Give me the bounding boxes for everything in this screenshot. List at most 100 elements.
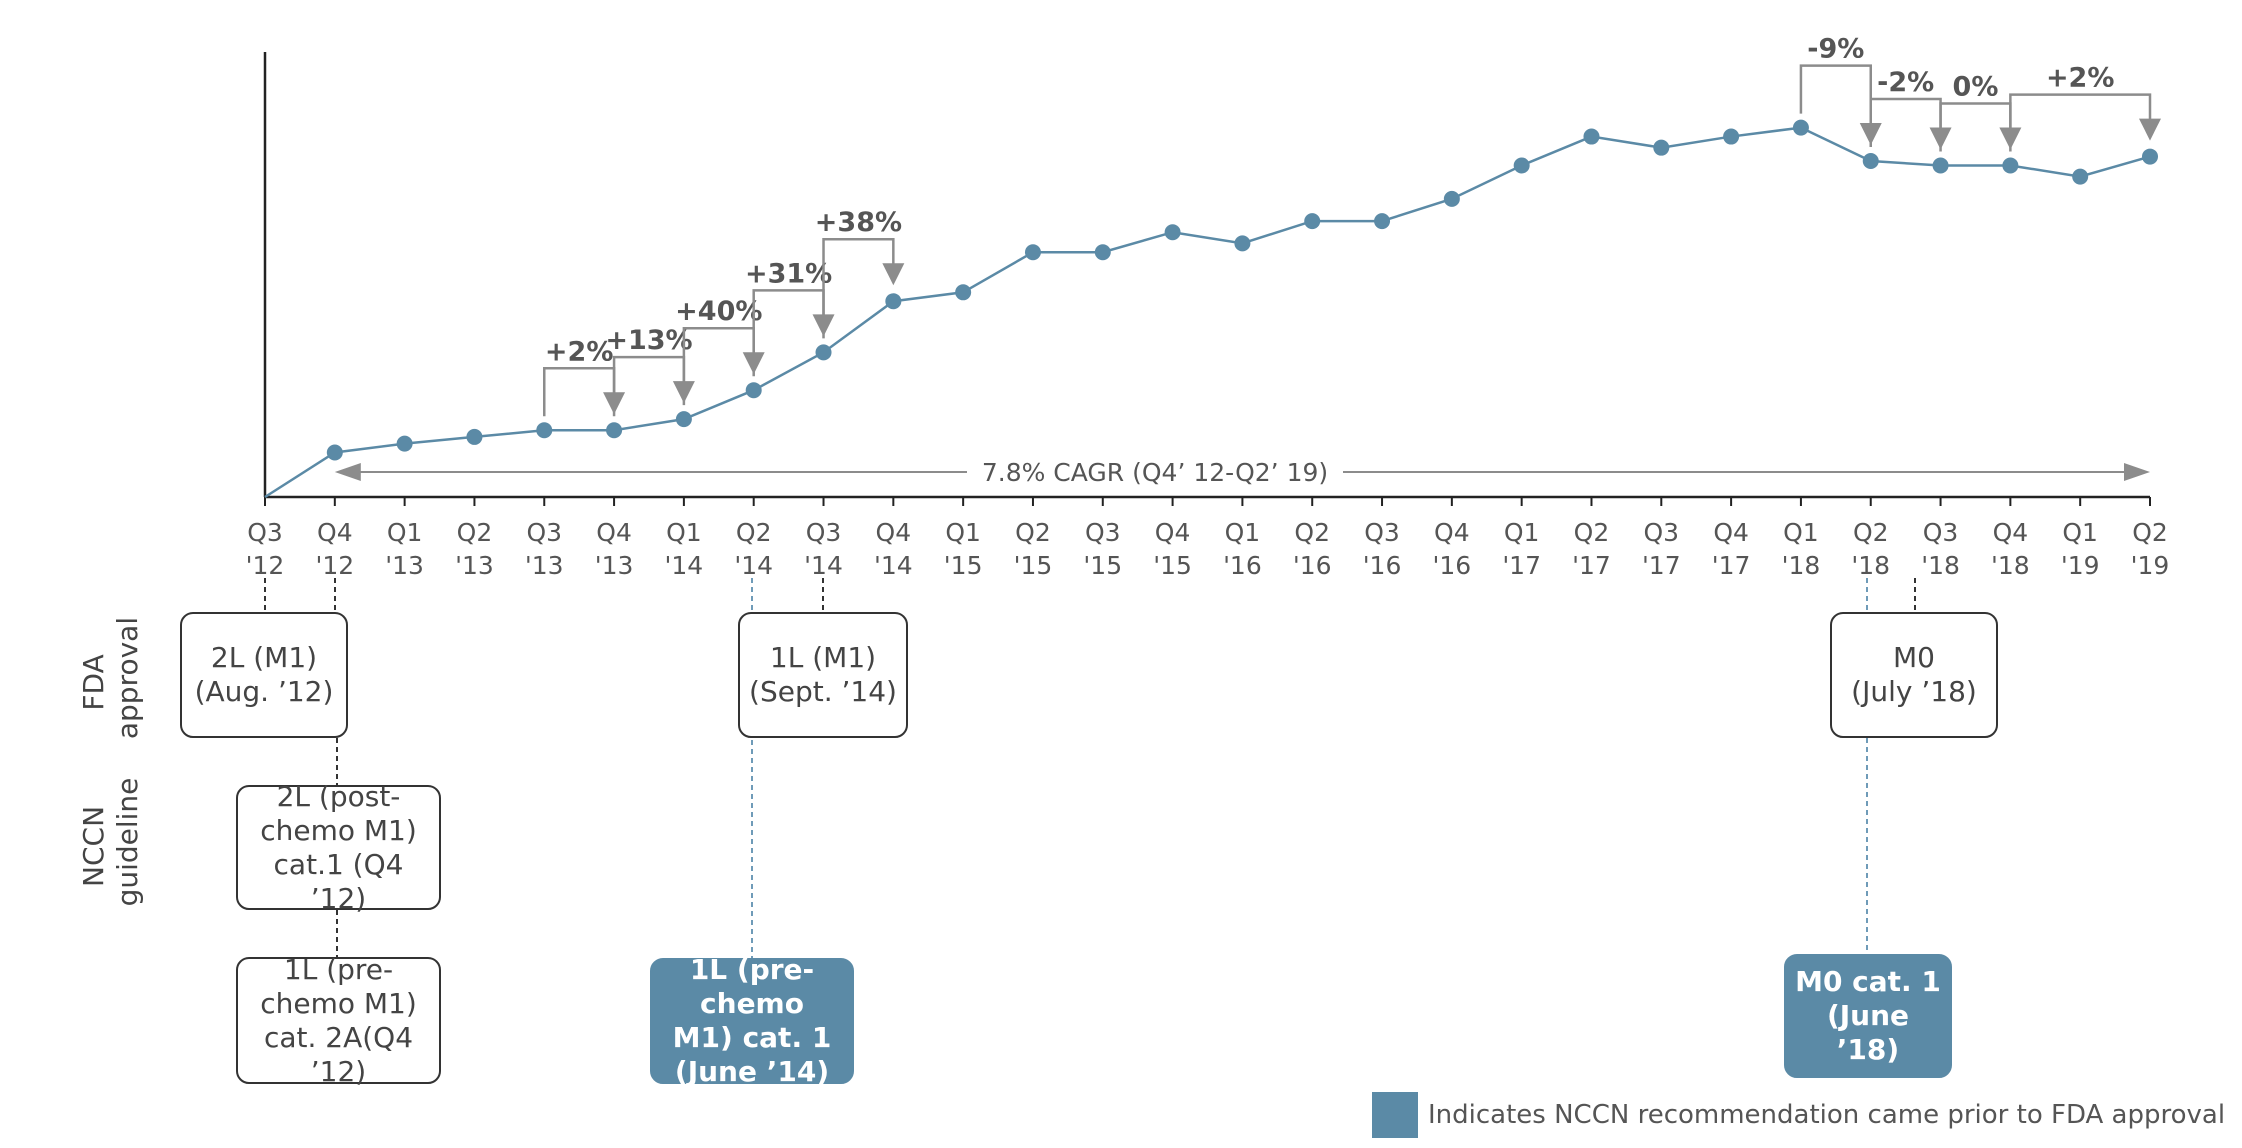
x-tick-label-quarter: Q4 <box>317 518 353 547</box>
box-text: 1L (pre-chemo M1) cat. 2A(Q4 ’12) <box>244 953 433 1089</box>
box-text: 2L (post-chemo M1) cat.1 (Q4 ’12) <box>244 780 433 916</box>
x-tick-label-quarter: Q1 <box>387 518 423 547</box>
change-bracket-path <box>1799 64 1872 128</box>
box-line: chemo M1) <box>260 986 417 1020</box>
change-label: -2% <box>1877 67 1934 98</box>
connectors <box>264 578 1916 958</box>
cagr-label: 7.8% CAGR (Q4’ 12-Q2’ 19) <box>982 458 1328 487</box>
data-point <box>1583 128 1600 145</box>
change-label: -9% <box>1807 34 1864 65</box>
nccn-box-m0: M0 cat. 1 (June ’18) <box>1784 954 1952 1078</box>
legend-text: Indicates NCCN recommendation came prior… <box>1428 1100 2226 1130</box>
data-point <box>1513 157 1530 174</box>
change-label: +13% <box>605 325 692 356</box>
data-point <box>815 344 832 361</box>
data-point <box>1234 235 1251 252</box>
x-tick-label-year: '12 <box>246 551 285 580</box>
data-point <box>1443 190 1460 207</box>
data-point <box>745 382 762 399</box>
box-line: M1) cat. 1 <box>672 1021 832 1054</box>
data-point <box>955 284 972 301</box>
data-point <box>1653 139 1670 156</box>
x-tick-label-quarter: Q3 <box>806 518 842 547</box>
nccn-row-label: NCCN guideline <box>77 778 144 907</box>
change-bracket: +13% <box>605 325 695 417</box>
x-tick-label-quarter: Q1 <box>1225 518 1261 547</box>
box-line: 1L (pre- <box>283 952 394 986</box>
x-tick-label-year: '15 <box>1014 551 1053 580</box>
data-point <box>466 428 483 445</box>
x-tick-label-year: '15 <box>1153 551 1192 580</box>
box-line: (June ’18) <box>1826 999 1910 1066</box>
x-ticks: Q3 '12 Q4 '12 Q1 '13 Q2 '13 Q3 '13 Q4 '13 Q1 '14 Q2 '14… <box>246 497 2169 580</box>
data-point <box>1723 128 1740 145</box>
data-point <box>2072 168 2089 185</box>
cagr-arrow-left <box>334 463 361 481</box>
change-bracket-path <box>612 355 686 417</box>
x-tick-label-quarter: Q1 <box>1783 518 1819 547</box>
axes <box>263 52 2150 499</box>
change-label: +2% <box>545 336 613 367</box>
box-text: M0 (July ’18) <box>1851 641 1977 709</box>
box-line: cat.1 (Q4 ’12) <box>273 847 404 915</box>
x-tick-label-quarter: Q1 <box>945 518 981 547</box>
x-tick-label-quarter: Q3 <box>1364 518 1400 547</box>
x-tick-label-year: '16 <box>1363 551 1402 580</box>
change-bracket-path <box>1869 97 1942 148</box>
x-tick-label-year: '13 <box>525 551 564 580</box>
change-label: +2% <box>2046 63 2114 94</box>
change-label: 0% <box>1953 71 1999 102</box>
x-tick-label-year: '16 <box>1293 551 1332 580</box>
data-point <box>2002 157 2019 174</box>
data-point <box>1024 244 1041 261</box>
x-tick-label-quarter: Q2 <box>1294 518 1330 547</box>
x-tick-label-quarter: Q2 <box>1853 518 1889 547</box>
x-tick-label-quarter: Q2 <box>736 518 772 547</box>
x-tick-label-year: '17 <box>1502 551 1541 580</box>
change-bracket: -9% <box>1799 34 1882 146</box>
x-tick-label-quarter: Q2 <box>1574 518 1610 547</box>
change-bracket-path <box>2009 93 2152 152</box>
x-tick-label-quarter: Q1 <box>1504 518 1540 547</box>
box-text: 1L (pre-chemo M1) cat. 1 (June ’14) <box>658 953 846 1089</box>
nccn-box-1l-pre-chemo-12: 1L (pre-chemo M1) cat. 2A(Q4 ’12) <box>236 953 441 1088</box>
x-tick-label-year: '18 <box>1991 551 2030 580</box>
x-tick-label-quarter: Q3 <box>1085 518 1121 547</box>
cagr-arrow-right <box>2124 463 2150 481</box>
box-line: 1L (pre-chemo <box>689 953 815 1020</box>
change-bracket: +40% <box>675 296 765 406</box>
data-point <box>1792 119 1809 136</box>
x-tick-label-year: '14 <box>804 551 843 580</box>
x-tick-label-quarter: Q3 <box>1643 518 1679 547</box>
change-label: +38% <box>815 207 902 238</box>
x-tick-label-quarter: Q4 <box>876 518 912 547</box>
box-line: chemo M1) <box>260 813 417 847</box>
fda-row-label-line2: approval <box>111 617 144 739</box>
box-text: M0 cat. 1 (June ’18) <box>1792 965 1944 1067</box>
data-point <box>1164 224 1181 241</box>
x-tick-label-quarter: Q3 <box>247 518 283 547</box>
data-point <box>1862 153 1879 170</box>
legend: Indicates NCCN recommendation came prior… <box>1372 1092 2225 1138</box>
data-point <box>675 411 692 428</box>
x-tick-label-year: '14 <box>665 551 704 580</box>
box-text: 1L (M1) (Sept. ’14) <box>749 641 897 709</box>
x-tick-label-year: '17 <box>1642 551 1681 580</box>
fda-row-label-line1: FDA <box>77 654 110 710</box>
x-tick-label-quarter: Q1 <box>2062 518 2098 547</box>
x-tick-label-quarter: Q4 <box>1993 518 2029 547</box>
box-text: 2L (M1) (Aug. ’12) <box>195 641 334 709</box>
x-tick-label-year: '13 <box>455 551 494 580</box>
x-tick-label-quarter: Q2 <box>457 518 493 547</box>
box-line: M0 cat. 1 <box>1795 965 1941 998</box>
box-line: (Aug. ’12) <box>194 675 334 708</box>
fda-box-1l-m1: 1L (M1) (Sept. ’14) <box>738 612 908 738</box>
cagr-annotation: 7.8% CAGR (Q4’ 12-Q2’ 19) <box>334 454 2150 488</box>
x-tick-label-year: '13 <box>595 551 634 580</box>
x-tick-label-year: '18 <box>1851 551 1890 580</box>
nccn-box-2l-post-chemo: 2L (post-chemo M1) cat.1 (Q4 ’12) <box>236 780 441 915</box>
data-point <box>1094 244 1111 261</box>
x-tick-label-year: '13 <box>385 551 424 580</box>
data-point <box>1374 213 1391 230</box>
